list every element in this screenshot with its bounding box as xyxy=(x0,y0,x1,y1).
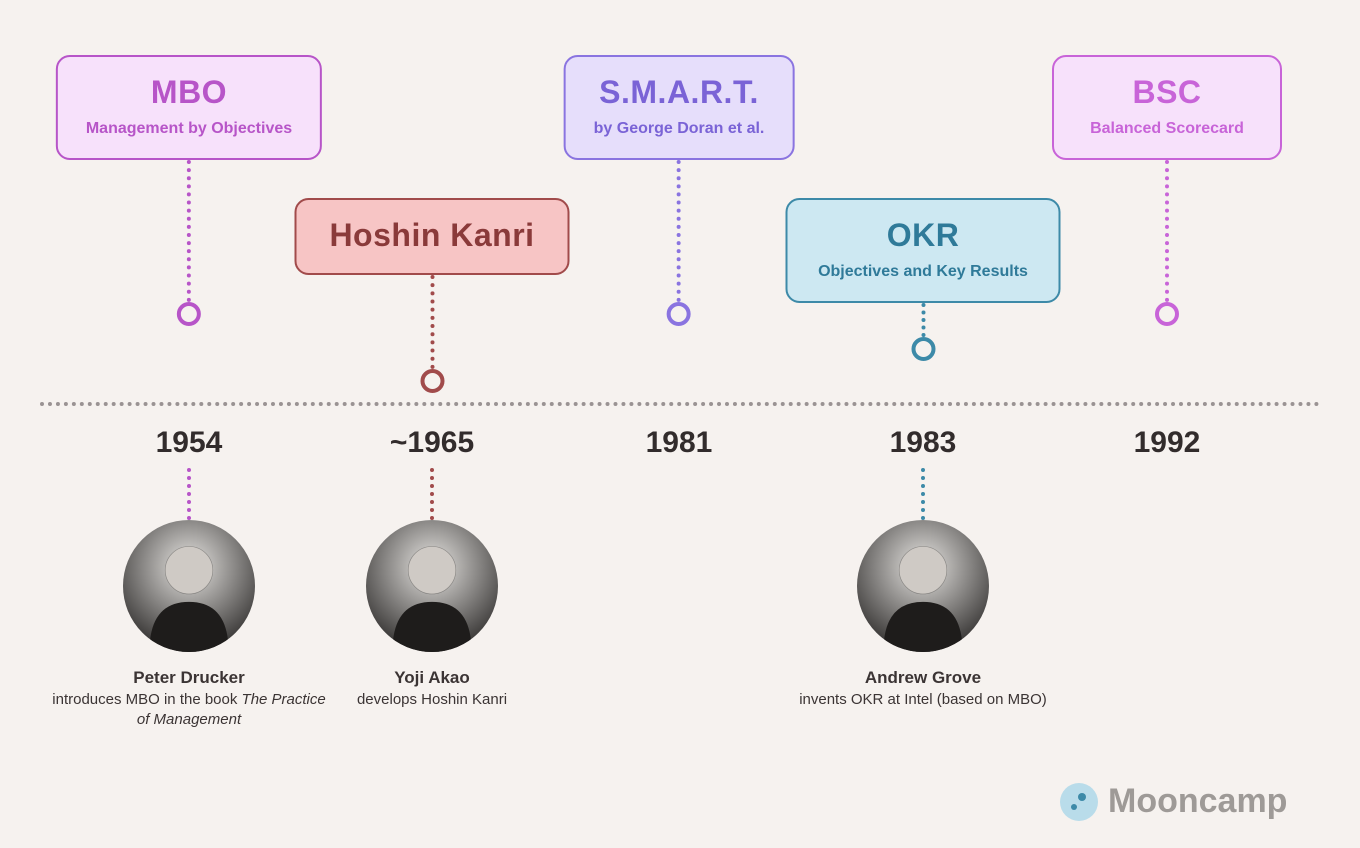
event-year: 1954 xyxy=(156,426,223,460)
event-year: 1981 xyxy=(646,426,713,460)
event-connector xyxy=(1165,160,1169,302)
timeline-event-hoshin: Hoshin Kanri xyxy=(295,198,570,393)
person-description: introduces MBO in the book The Practice … xyxy=(49,690,329,731)
person-avatar xyxy=(366,520,498,652)
event-subtitle: Management by Objectives xyxy=(86,120,292,138)
person-connector xyxy=(187,468,191,520)
timeline-event-mbo: MBO Management by Objectives xyxy=(56,55,322,326)
person-description: invents OKR at Intel (based on MBO) xyxy=(799,690,1047,710)
person-avatar xyxy=(123,520,255,652)
event-year: 1983 xyxy=(890,426,957,460)
event-connector xyxy=(921,303,925,337)
event-marker xyxy=(667,302,691,326)
event-title: MBO xyxy=(86,75,292,110)
event-connector xyxy=(677,160,681,302)
brand-name: Mooncamp xyxy=(1108,782,1287,821)
person-name: Peter Drucker xyxy=(133,668,245,688)
event-subtitle: by George Doran et al. xyxy=(594,120,765,138)
event-marker xyxy=(177,302,201,326)
timeline-infographic: MBO Management by Objectives 1954 Hoshin Ka… xyxy=(0,0,1360,848)
event-title: Hoshin Kanri xyxy=(325,218,540,253)
event-subtitle: Balanced Scorecard xyxy=(1082,120,1252,138)
event-connector xyxy=(430,275,434,369)
person-connector xyxy=(430,468,434,520)
person-hoshin: Yoji Akaodevelops Hoshin Kanri xyxy=(292,468,572,710)
event-subtitle: Objectives and Key Results xyxy=(816,263,1031,281)
person-okr: Andrew Groveinvents OKR at Intel (based … xyxy=(783,468,1063,710)
timeline-event-smart: S.M.A.R.T. by George Doran et al. xyxy=(564,55,795,326)
event-card: OKR Objectives and Key Results xyxy=(786,198,1061,303)
person-avatar xyxy=(857,520,989,652)
person-name: Yoji Akao xyxy=(394,668,470,688)
event-title: BSC xyxy=(1082,75,1252,110)
person-connector xyxy=(921,468,925,520)
event-card: BSC Balanced Scorecard xyxy=(1052,55,1282,160)
event-marker xyxy=(420,369,444,393)
person-mbo: Peter Druckerintroduces MBO in the book … xyxy=(49,468,329,731)
event-year: 1992 xyxy=(1134,426,1201,460)
brand-logo-lockup: Mooncamp xyxy=(1060,782,1287,821)
event-card: S.M.A.R.T. by George Doran et al. xyxy=(564,55,795,160)
mooncamp-icon xyxy=(1060,783,1098,821)
event-card: Hoshin Kanri xyxy=(295,198,570,275)
timeline-axis xyxy=(40,402,1320,406)
event-card: MBO Management by Objectives xyxy=(56,55,322,160)
person-description: develops Hoshin Kanri xyxy=(357,690,507,710)
event-marker xyxy=(911,337,935,361)
timeline-event-okr: OKR Objectives and Key Results xyxy=(786,198,1061,361)
person-name: Andrew Grove xyxy=(865,668,981,688)
event-title: S.M.A.R.T. xyxy=(594,75,765,110)
event-year: ~1965 xyxy=(390,426,474,460)
timeline-event-bsc: BSC Balanced Scorecard xyxy=(1052,55,1282,326)
event-title: OKR xyxy=(816,218,1031,253)
event-connector xyxy=(187,160,191,302)
event-marker xyxy=(1155,302,1179,326)
